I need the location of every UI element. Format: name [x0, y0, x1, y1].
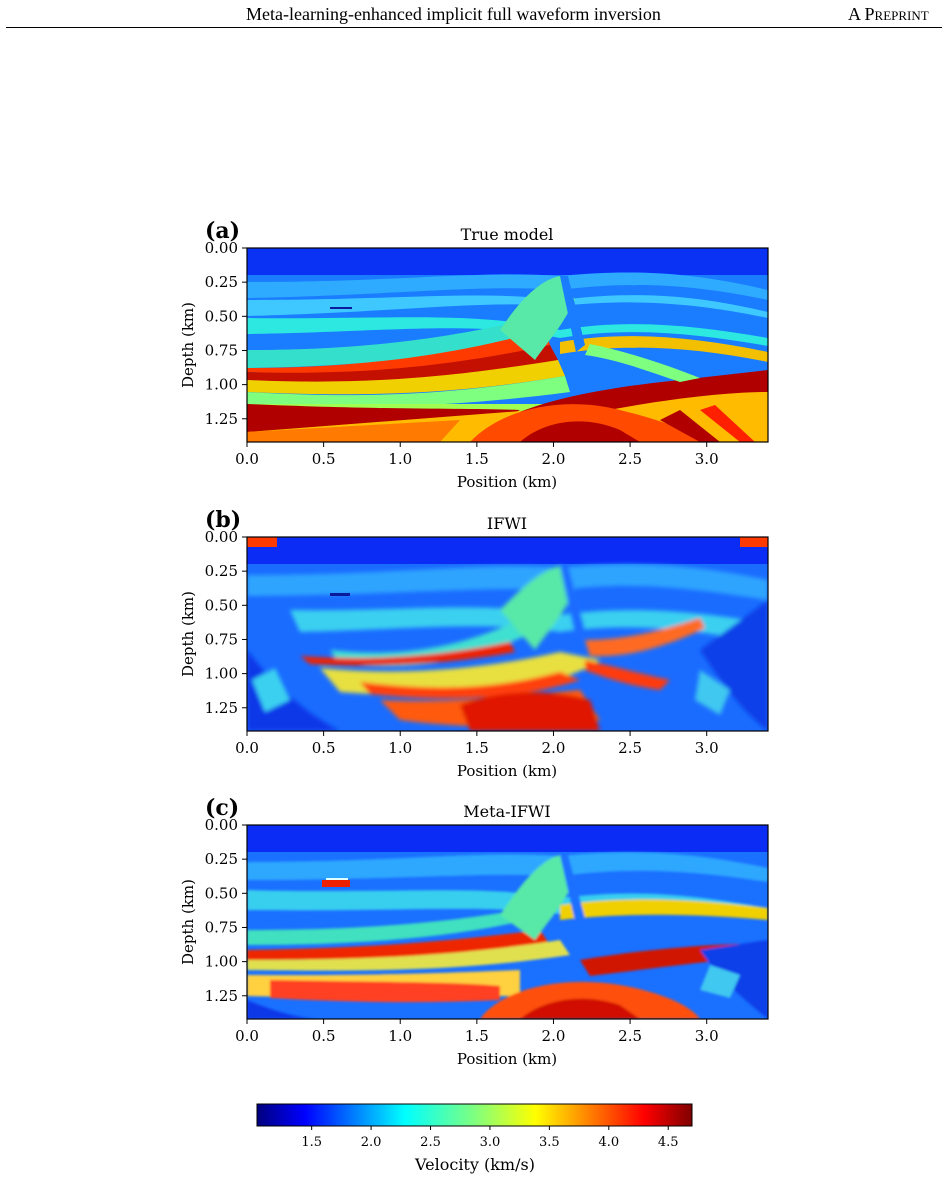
panel-letter: (a)	[205, 218, 240, 244]
x-tick-label: 0.0	[235, 1027, 259, 1045]
y-tick-label: 0.25	[205, 562, 238, 580]
x-tick-label: 2.0	[542, 1027, 566, 1045]
plot-frame	[246, 536, 769, 732]
x-tick-label: 2.5	[618, 450, 642, 468]
y-axis-b: 0.00 0.25 0.50 0.75 1.00 1.25	[205, 528, 247, 717]
x-tick-label: 2.0	[542, 739, 566, 757]
y-tick-label: 1.25	[205, 410, 238, 428]
x-tick-label: 0.5	[312, 450, 336, 468]
x-tick-label: 3.0	[695, 450, 719, 468]
x-axis-label: Position (km)	[457, 473, 557, 491]
colorbar-ticks: 1.5 2.0 2.5 3.0 3.5 4.0 4.5	[301, 1126, 679, 1150]
y-tick-label: 0.75	[205, 341, 238, 359]
velocity-image	[247, 537, 768, 731]
y-axis-c: 0.00 0.25 0.50 0.75 1.00 1.25	[205, 816, 247, 1005]
x-axis-a: 0.0 0.5 1.0 1.5 2.0 2.5 3.0	[235, 442, 719, 468]
colorbar-tick-label: 3.0	[480, 1135, 501, 1150]
x-axis-label: Position (km)	[457, 1050, 557, 1068]
x-tick-label: 2.0	[542, 450, 566, 468]
plot-frame	[246, 247, 769, 443]
x-tick-label: 2.5	[618, 739, 642, 757]
colorbar: 1.5 2.0 2.5 3.0 3.5 4.0 4.5 Velocity (km/s)	[256, 1103, 693, 1174]
x-tick-label: 1.0	[388, 450, 412, 468]
x-tick-label: 1.5	[465, 450, 489, 468]
colorbar-gradient	[256, 1103, 693, 1127]
panel-letter: (b)	[205, 507, 241, 533]
colorbar-tick-label: 3.5	[539, 1135, 560, 1150]
x-axis-c: 0.0 0.5 1.0 1.5 2.0 2.5 3.0	[235, 1019, 719, 1045]
y-axis-label: Depth (km)	[179, 879, 197, 965]
y-tick-label: 0.00	[205, 816, 238, 834]
page-header: Meta-learning-enhanced implicit full wav…	[0, 0, 948, 28]
panel-title: Meta-IFWI	[463, 802, 550, 821]
velocity-image	[247, 825, 768, 1019]
y-tick-label: 0.25	[205, 273, 238, 291]
y-tick-label: 1.00	[205, 376, 238, 394]
header-rule	[6, 27, 942, 28]
y-axis-label: Depth (km)	[179, 302, 197, 388]
y-tick-label: 0.75	[205, 630, 238, 648]
panel-title: IFWI	[487, 514, 527, 533]
colorbar-tick-label: 2.5	[420, 1135, 441, 1150]
y-tick-label: 1.25	[205, 699, 238, 717]
y-tick-label: 0.50	[205, 884, 238, 902]
colorbar-tick-label: 4.5	[658, 1135, 679, 1150]
panel-c: (c) Meta-IFWI	[179, 795, 769, 1068]
x-tick-label: 0.5	[312, 739, 336, 757]
y-axis-label: Depth (km)	[179, 591, 197, 677]
running-title: Meta-learning-enhanced implicit full wav…	[246, 4, 661, 24]
y-tick-label: 1.00	[205, 665, 238, 683]
x-axis-b: 0.0 0.5 1.0 1.5 2.0 2.5 3.0	[235, 731, 719, 757]
panel-letter: (c)	[205, 795, 239, 821]
colorbar-tick-label: 2.0	[361, 1135, 382, 1150]
panel-b: (b) IFWI	[179, 507, 769, 780]
colorbar-tick-label: 4.0	[598, 1135, 619, 1150]
x-tick-label: 1.5	[465, 739, 489, 757]
panel-title: True model	[461, 225, 554, 244]
colorbar-tick-label: 1.5	[301, 1135, 322, 1150]
y-tick-label: 0.00	[205, 239, 238, 257]
x-tick-label: 1.5	[465, 1027, 489, 1045]
y-tick-label: 1.25	[205, 987, 238, 1005]
x-tick-label: 0.0	[235, 450, 259, 468]
y-tick-label: 0.50	[205, 596, 238, 614]
x-tick-label: 0.0	[235, 739, 259, 757]
panel-a: (a) True model	[179, 218, 769, 491]
y-tick-label: 0.75	[205, 918, 238, 936]
x-tick-label: 3.0	[695, 1027, 719, 1045]
velocity-image	[247, 248, 768, 442]
x-tick-label: 1.0	[388, 1027, 412, 1045]
x-tick-label: 1.0	[388, 739, 412, 757]
y-tick-label: 0.25	[205, 850, 238, 868]
y-tick-label: 0.50	[205, 307, 238, 325]
y-tick-label: 0.00	[205, 528, 238, 546]
x-axis-label: Position (km)	[457, 762, 557, 780]
y-tick-label: 1.00	[205, 953, 238, 971]
preprint-tag: A Preprint	[848, 4, 929, 24]
plot-frame	[246, 824, 769, 1020]
x-tick-label: 2.5	[618, 1027, 642, 1045]
y-axis-a: 0.00 0.25 0.50 0.75 1.00 1.25	[205, 239, 247, 428]
x-tick-label: 0.5	[312, 1027, 336, 1045]
x-tick-label: 3.0	[695, 739, 719, 757]
colorbar-label: Velocity (km/s)	[414, 1155, 535, 1174]
